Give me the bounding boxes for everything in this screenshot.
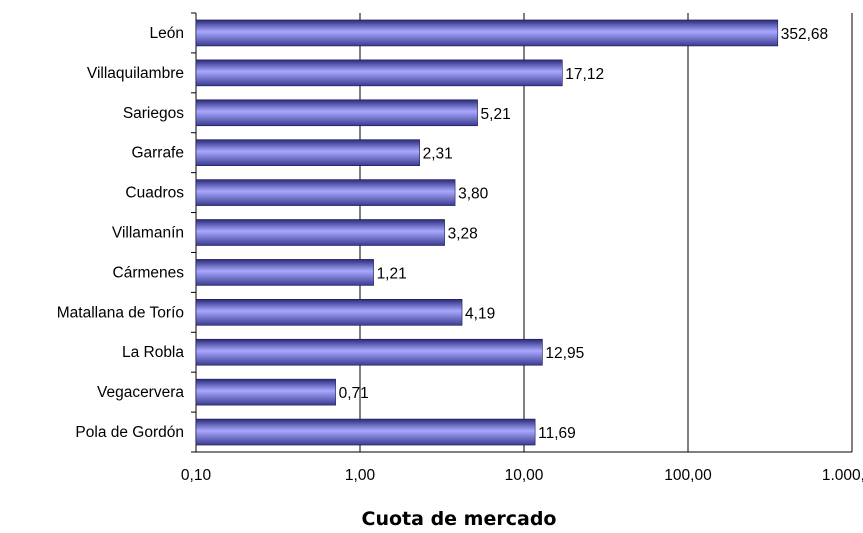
x-tick-label: 1,00 [345, 467, 376, 484]
x-tick-label: 100,00 [664, 467, 712, 484]
x-tick-labels: 0,10 1,00 10,00 100,00 1.000,00 [181, 467, 863, 484]
category-label: Villaquilambre [87, 65, 184, 82]
category-label: Sariegos [123, 105, 184, 122]
x-tick-label: 10,00 [505, 467, 544, 484]
data-label: 5,21 [481, 106, 511, 123]
bar [195, 299, 463, 326]
category-label: Matallana de Torío [57, 304, 184, 321]
bar [195, 219, 445, 246]
category-label: Pola de Gordón [75, 424, 184, 441]
data-label: 3,28 [448, 226, 478, 243]
category-labels: León Villaquilambre Sariegos Garrafe Cuadros… [57, 25, 185, 441]
data-label: 17,12 [565, 66, 604, 83]
data-label: 12,95 [545, 345, 584, 362]
bar [195, 179, 456, 206]
category-label: León [150, 25, 184, 42]
data-label: 1,21 [377, 265, 407, 282]
data-labels: 352,68 17,12 5,21 2,31 3,80 3,28 1,21 4,19 12,95… [339, 26, 829, 442]
category-label: Vegacervera [97, 384, 184, 401]
x-tick-label: 0,10 [181, 467, 212, 484]
category-label: Cármenes [113, 264, 185, 281]
bar [195, 99, 478, 127]
data-label: 352,68 [781, 26, 828, 43]
data-label: 0,71 [339, 385, 369, 402]
data-label: 11,69 [538, 425, 576, 442]
category-label: La Robla [122, 344, 184, 361]
x-tick-label: 1.000,00 [822, 467, 863, 484]
bar [195, 418, 536, 446]
data-label: 4,19 [465, 305, 495, 322]
bar [195, 139, 420, 166]
category-label: Cuadros [125, 185, 184, 202]
bars [195, 19, 779, 446]
bar [195, 59, 563, 87]
category-label: Garrafe [131, 145, 184, 162]
x-axis-title: Cuota de mercado [362, 508, 557, 530]
bar [195, 338, 543, 366]
category-label: Villamanín [112, 225, 184, 242]
bar [195, 378, 336, 406]
data-label: 2,31 [423, 146, 453, 163]
data-label: 3,80 [458, 186, 489, 203]
bar [195, 19, 779, 47]
bar [195, 259, 374, 286]
